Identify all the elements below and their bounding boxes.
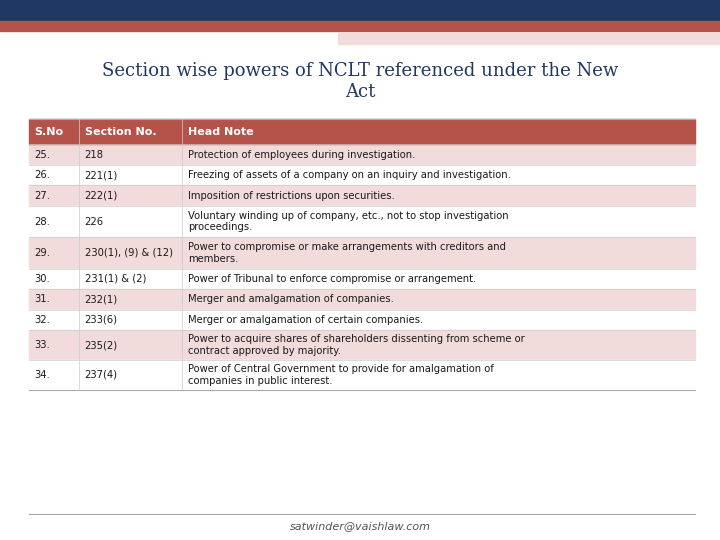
Text: 34.: 34. bbox=[35, 370, 50, 380]
Text: 222(1): 222(1) bbox=[84, 191, 118, 201]
Text: 30.: 30. bbox=[35, 274, 50, 284]
Text: satwinder@vaishlaw.com: satwinder@vaishlaw.com bbox=[289, 521, 431, 531]
Text: 226: 226 bbox=[84, 217, 104, 227]
Text: 235(2): 235(2) bbox=[84, 340, 117, 350]
Text: Protection of employees during investigation.: Protection of employees during investiga… bbox=[188, 150, 415, 160]
Text: Power to acquire shares of shareholders dissenting from scheme or
contract appro: Power to acquire shares of shareholders … bbox=[188, 334, 524, 356]
Text: 28.: 28. bbox=[35, 217, 50, 227]
Text: Section No.: Section No. bbox=[84, 126, 156, 137]
Text: 27.: 27. bbox=[35, 191, 50, 201]
Text: Power to compromise or make arrangements with creditors and
members.: Power to compromise or make arrangements… bbox=[188, 242, 505, 264]
Text: 33.: 33. bbox=[35, 340, 50, 350]
Text: S.No: S.No bbox=[35, 126, 63, 137]
Text: 25.: 25. bbox=[35, 150, 50, 160]
Text: Voluntary winding up of company, etc., not to stop investigation
proceedings.: Voluntary winding up of company, etc., n… bbox=[188, 211, 508, 233]
Text: 230(1), (9) & (12): 230(1), (9) & (12) bbox=[84, 248, 173, 258]
Text: Merger or amalgamation of certain companies.: Merger or amalgamation of certain compan… bbox=[188, 315, 423, 325]
Text: 26.: 26. bbox=[35, 170, 50, 180]
Text: 231(1) & (2): 231(1) & (2) bbox=[84, 274, 146, 284]
Text: Power of Central Government to provide for amalgamation of
companies in public i: Power of Central Government to provide f… bbox=[188, 364, 494, 386]
Text: 218: 218 bbox=[84, 150, 104, 160]
Text: Freezing of assets of a company on an inquiry and investigation.: Freezing of assets of a company on an in… bbox=[188, 170, 510, 180]
Text: 31.: 31. bbox=[35, 294, 50, 305]
Text: 29.: 29. bbox=[35, 248, 50, 258]
Text: 32.: 32. bbox=[35, 315, 50, 325]
Text: Head Note: Head Note bbox=[188, 126, 253, 137]
Text: 221(1): 221(1) bbox=[84, 170, 118, 180]
Text: 233(6): 233(6) bbox=[84, 315, 117, 325]
Text: 232(1): 232(1) bbox=[84, 294, 117, 305]
Text: Imposition of restrictions upon securities.: Imposition of restrictions upon securiti… bbox=[188, 191, 395, 201]
Text: Merger and amalgamation of companies.: Merger and amalgamation of companies. bbox=[188, 294, 394, 305]
Text: Power of Tribunal to enforce compromise or arrangement.: Power of Tribunal to enforce compromise … bbox=[188, 274, 476, 284]
Text: Section wise powers of NCLT referenced under the New
Act: Section wise powers of NCLT referenced u… bbox=[102, 62, 618, 101]
Text: 237(4): 237(4) bbox=[84, 370, 117, 380]
